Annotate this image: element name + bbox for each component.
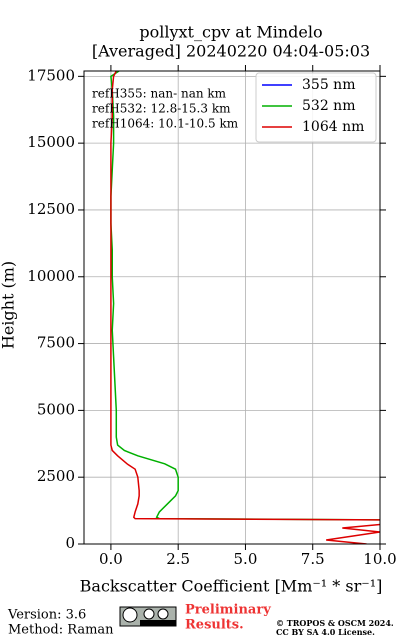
annotation: refH1064: 10.1-10.5 km bbox=[92, 117, 239, 131]
version: Version: 3.6 bbox=[7, 608, 86, 623]
logo-icon bbox=[122, 607, 138, 623]
x-axis-label: Backscatter Coefficient [Mm⁻¹ * sr⁻¹] bbox=[80, 577, 383, 596]
annotation: refH355: nan- nan km bbox=[92, 87, 227, 101]
y-tick-label: 12500 bbox=[27, 200, 75, 218]
y-axis-label: Height (m) bbox=[0, 261, 18, 349]
chart-subtitle: [Averaged] 20240220 04:04-05:03 bbox=[92, 42, 370, 61]
x-tick-label: 10.0 bbox=[363, 550, 396, 568]
logo-band bbox=[140, 620, 176, 626]
copyright: CC BY SA 4.0 License. bbox=[276, 627, 375, 637]
method: Method: Raman bbox=[8, 623, 114, 638]
plot-frame bbox=[83, 70, 381, 545]
y-tick-label: 17500 bbox=[27, 66, 75, 84]
y-tick-label: 10000 bbox=[27, 267, 75, 285]
x-tick-label: 0.0 bbox=[99, 550, 123, 568]
x-tick-label: 7.5 bbox=[301, 550, 325, 568]
y-tick-label: 7500 bbox=[37, 334, 75, 352]
x-tick-label: 5.0 bbox=[234, 550, 258, 568]
footer: Version: 3.6 Method: Raman Preliminary R… bbox=[7, 603, 394, 638]
legend-label: 355 nm bbox=[302, 77, 355, 93]
logo-icon bbox=[143, 608, 155, 620]
logo-icon bbox=[157, 608, 169, 620]
legend-box bbox=[255, 72, 377, 143]
legend-label: 1064 nm bbox=[302, 119, 364, 135]
y-tick-label: 5000 bbox=[37, 400, 75, 418]
legend-label: 532 nm bbox=[302, 98, 355, 114]
annotation: refH532: 12.8-15.3 km bbox=[92, 102, 231, 116]
y-tick-label: 0 bbox=[65, 534, 75, 552]
profile-line bbox=[110, 71, 380, 521]
preliminary-note: Preliminary bbox=[185, 603, 271, 618]
y-tick-label: 15000 bbox=[27, 133, 75, 151]
x-tick-label: 2.5 bbox=[166, 550, 190, 568]
profile-line bbox=[110, 71, 380, 544]
preliminary-note: Results. bbox=[185, 618, 244, 633]
y-tick-label: 2500 bbox=[37, 467, 75, 485]
copyright: © TROPOS & OSCM 2024. bbox=[276, 618, 394, 628]
chart-title: pollyxt_cpv at Mindelo bbox=[139, 23, 322, 42]
